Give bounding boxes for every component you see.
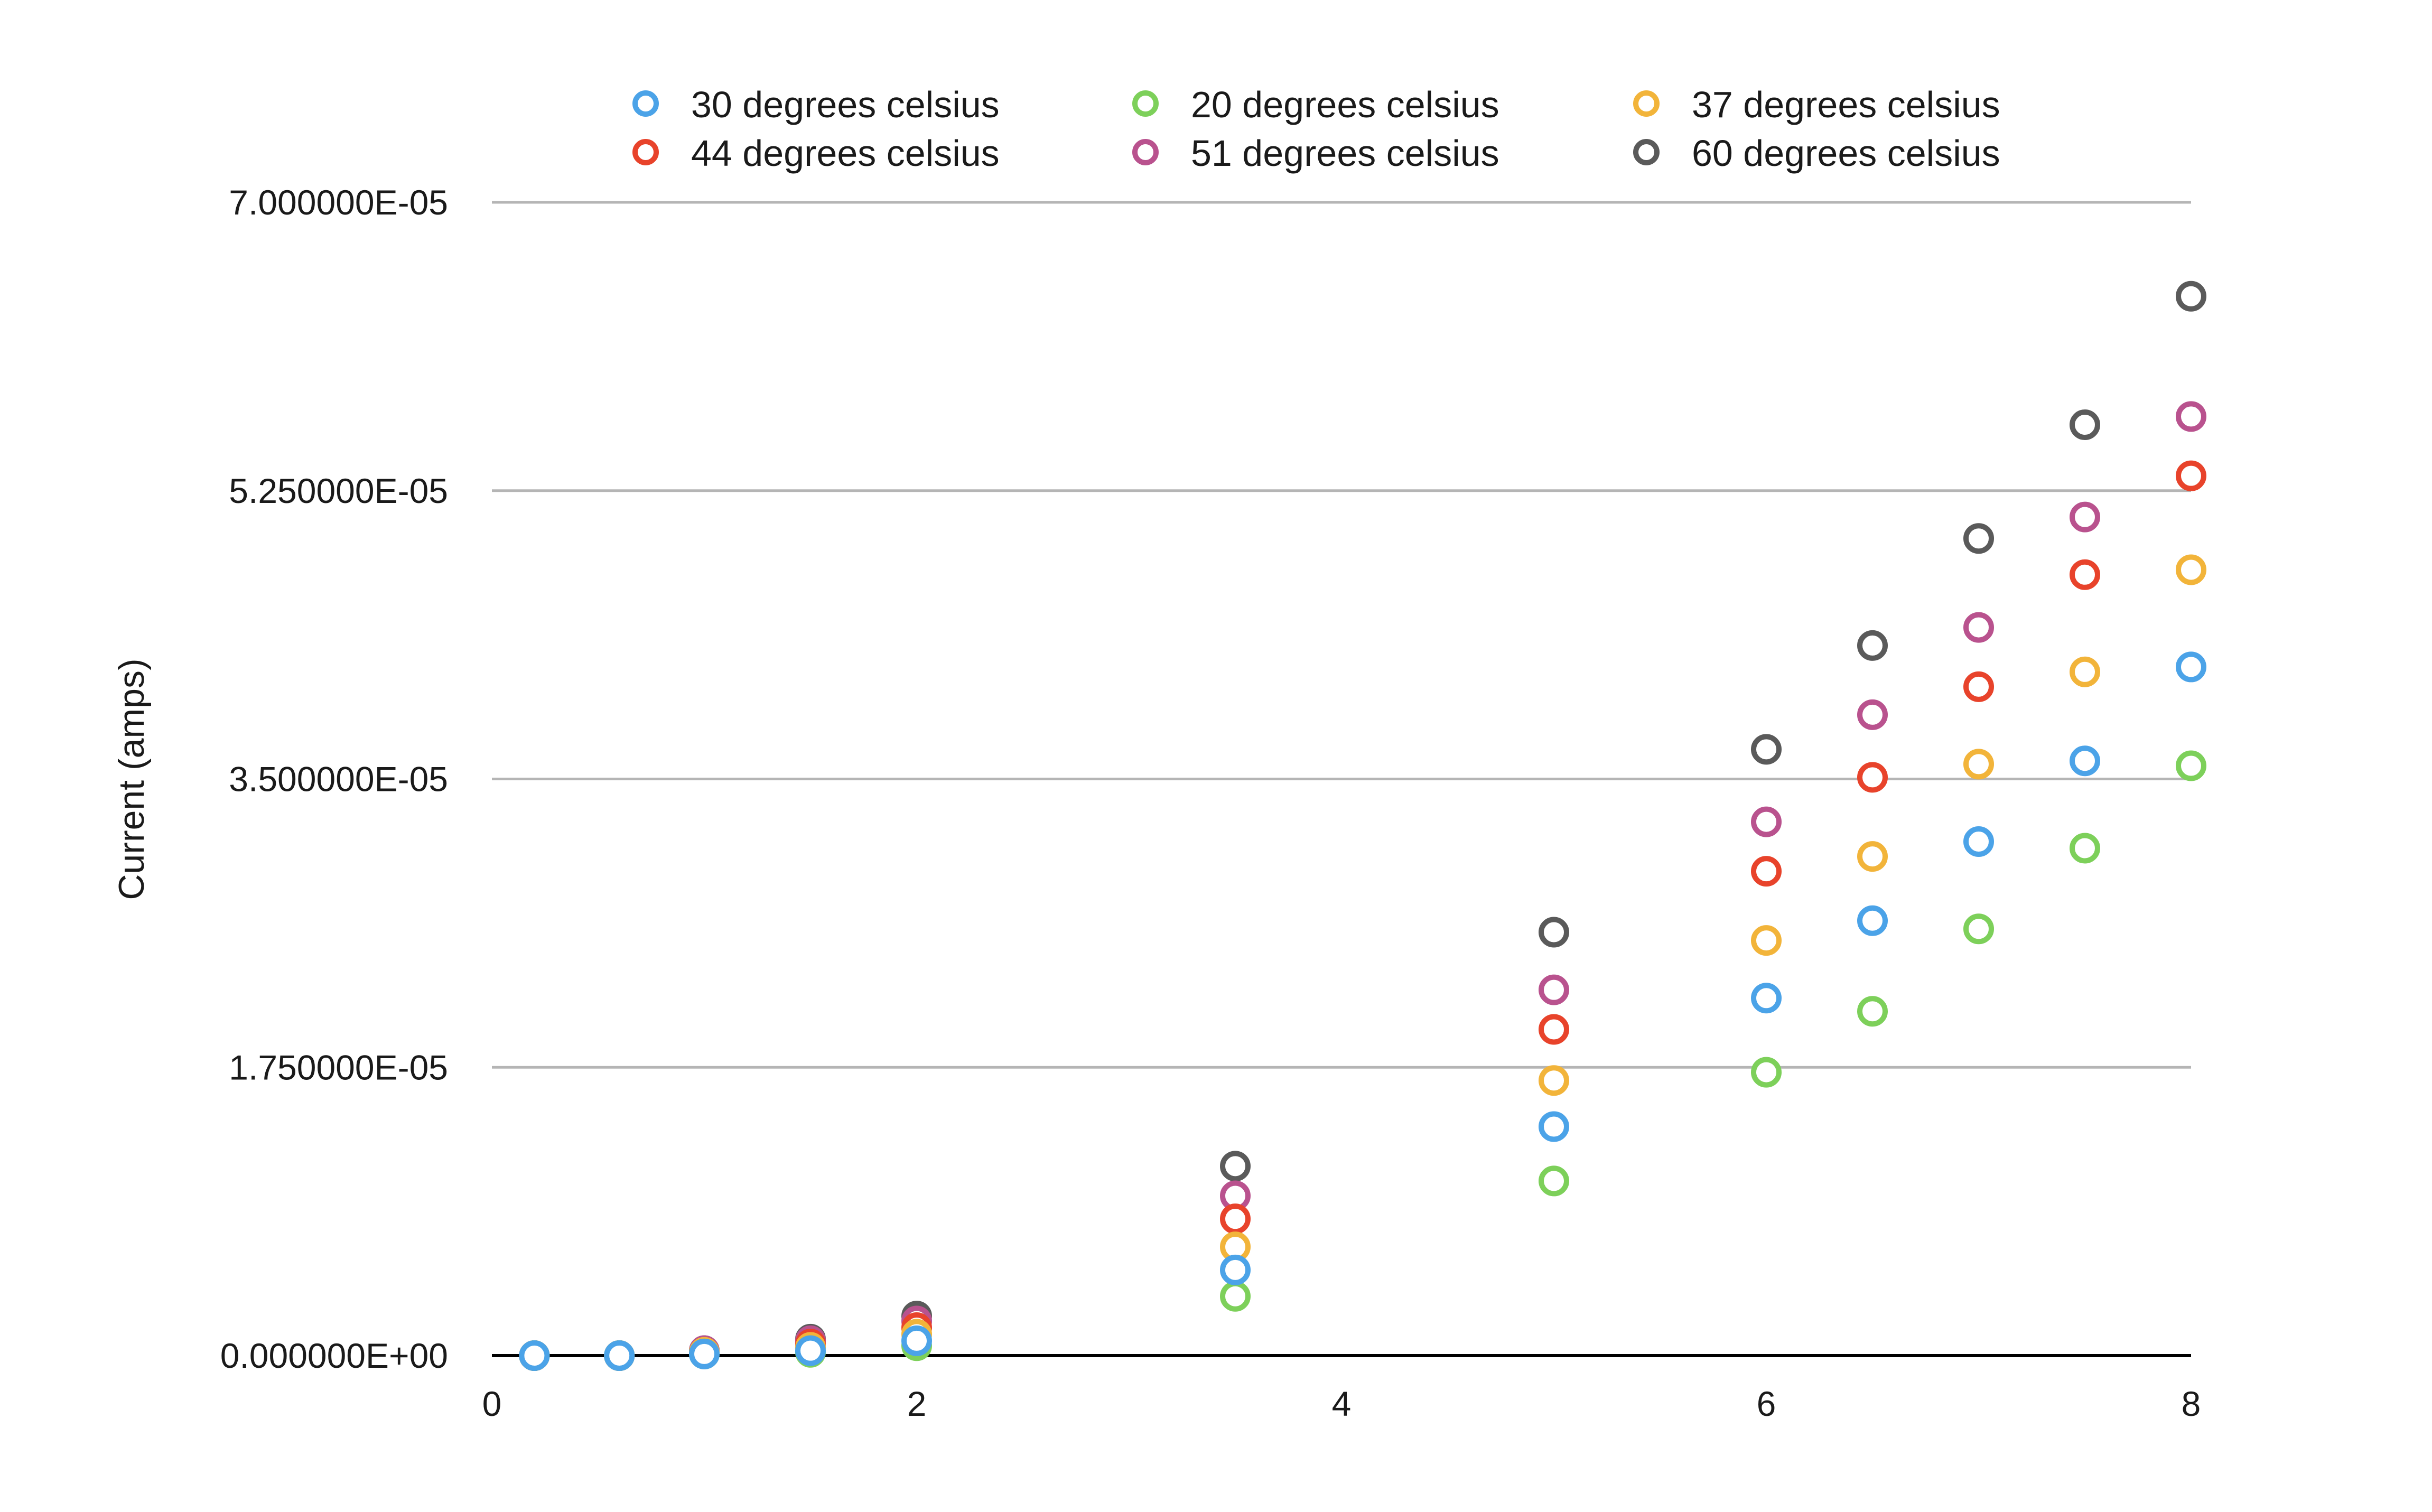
legend-item: 30 degrees celsius <box>632 84 1000 125</box>
series-20c <box>519 750 2206 1371</box>
legend-item: 37 degrees celsius <box>1633 84 2000 125</box>
data-point <box>901 1325 932 1356</box>
data-point <box>1539 1111 1569 1142</box>
data-point <box>1963 826 1994 857</box>
data-point <box>2176 401 2206 432</box>
legend-label: 20 degrees celsius <box>1191 84 1499 125</box>
data-point <box>1751 925 1782 956</box>
data-point <box>1963 913 1994 945</box>
gridlines <box>492 201 2191 1357</box>
series-37c <box>519 554 2206 1371</box>
data-point <box>1857 841 1888 872</box>
data-point <box>2070 833 2100 864</box>
data-point <box>1857 762 1888 793</box>
data-point <box>1857 905 1888 936</box>
legend-item: 44 degrees celsius <box>632 133 1000 174</box>
data-point <box>1751 983 1782 1014</box>
data-point <box>1220 1203 1251 1235</box>
x-axis-ticks: 0 2 4 6 8 <box>482 1384 2201 1423</box>
series-60c <box>519 281 2206 1371</box>
legend-marker <box>1633 90 1660 117</box>
data-point <box>1857 699 1888 730</box>
legend-label: 60 degrees celsius <box>1692 133 2000 174</box>
data-point <box>2176 750 2206 781</box>
data-point <box>2070 656 2100 687</box>
y-tick-label: 1.750000E-05 <box>229 1048 448 1087</box>
data-point <box>1751 806 1782 837</box>
data-series <box>519 281 2206 1371</box>
data-point <box>1963 749 1994 780</box>
x-tick-label: 4 <box>1332 1384 1352 1423</box>
legend-label: 44 degrees celsius <box>691 133 1000 174</box>
legend-item: 60 degrees celsius <box>1633 133 2000 174</box>
data-point <box>2176 460 2206 491</box>
series-44c <box>519 460 2206 1371</box>
data-point <box>1539 1165 1569 1197</box>
data-point <box>1220 1281 1251 1312</box>
data-point <box>1963 612 1994 643</box>
legend-label: 51 degrees celsius <box>1191 133 1499 174</box>
legend: 30 degrees celsius 20 degrees celsius 37 d… <box>632 84 2000 174</box>
series-30c <box>519 651 2206 1371</box>
data-point <box>1857 630 1888 661</box>
data-point <box>1539 917 1569 948</box>
data-point <box>1751 1057 1782 1088</box>
data-point <box>2176 651 2206 683</box>
y-tick-label: 0.000000E+00 <box>220 1336 448 1375</box>
data-point <box>795 1335 826 1366</box>
legend-marker <box>632 90 659 117</box>
data-point <box>689 1338 720 1369</box>
data-point <box>2070 501 2100 533</box>
legend-label: 30 degrees celsius <box>691 84 1000 125</box>
y-tick-label: 7.000000E-05 <box>229 183 448 222</box>
data-point <box>1539 1065 1569 1096</box>
data-point <box>2176 554 2206 585</box>
data-point <box>1539 1014 1569 1045</box>
data-point <box>1220 1151 1251 1182</box>
x-tick-label: 0 <box>482 1384 502 1423</box>
data-point <box>1963 523 1994 554</box>
legend-marker <box>632 139 659 165</box>
data-point <box>604 1340 635 1371</box>
data-point <box>1963 671 1994 702</box>
legend-item: 20 degrees celsius <box>1132 84 1499 125</box>
data-point <box>2070 409 2100 441</box>
data-point <box>1751 856 1782 887</box>
y-axis-title: Current (amps) <box>111 658 152 900</box>
data-point <box>2070 559 2100 590</box>
data-point <box>1857 996 1888 1027</box>
legend-marker <box>1633 139 1660 165</box>
x-tick-label: 6 <box>1757 1384 1776 1423</box>
legend-marker <box>1132 90 1159 117</box>
legend-label: 37 degrees celsius <box>1692 84 2000 125</box>
y-tick-label: 3.500000E-05 <box>229 760 448 799</box>
x-tick-label: 8 <box>2182 1384 2201 1423</box>
data-point <box>2176 281 2206 312</box>
y-axis-ticks: 0.000000E+00 1.750000E-05 3.500000E-05 5.25… <box>220 183 448 1375</box>
data-point <box>1220 1254 1251 1285</box>
data-point <box>1539 974 1569 1005</box>
legend-item: 51 degrees celsius <box>1132 133 1499 174</box>
data-point <box>1751 734 1782 765</box>
y-tick-label: 5.250000E-05 <box>229 471 448 510</box>
data-point <box>519 1340 550 1371</box>
legend-marker <box>1132 139 1159 165</box>
series-51c <box>519 401 2206 1371</box>
x-tick-label: 2 <box>907 1384 927 1423</box>
data-point <box>2070 745 2100 777</box>
